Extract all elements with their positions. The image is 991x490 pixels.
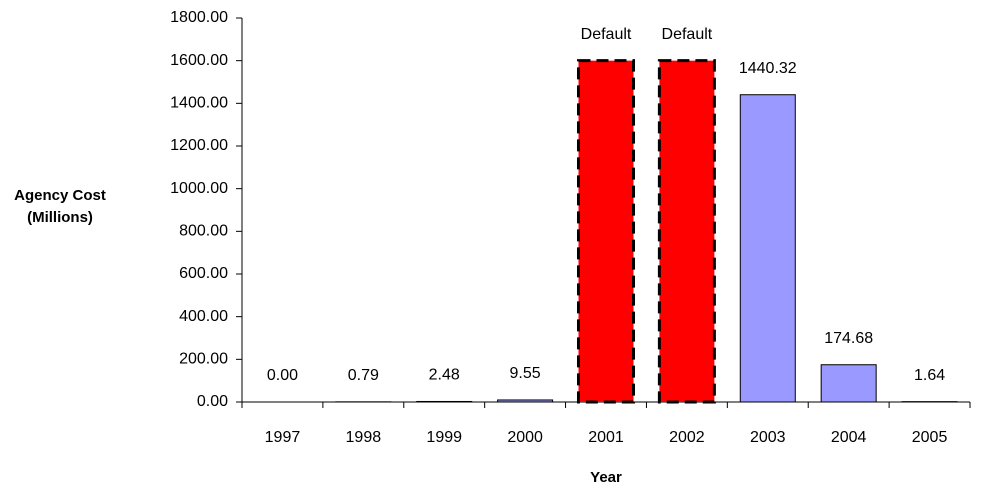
x-tick-label: 2004 [831, 429, 867, 446]
x-tick-label: 2001 [588, 429, 624, 446]
x-tick-label: 1997 [265, 429, 301, 446]
x-tick-label: 2002 [669, 429, 705, 446]
x-tick-label: 2005 [912, 429, 948, 446]
y-tick-label: 1600.00 [170, 52, 228, 69]
value-label: 174.68 [824, 330, 873, 347]
bar [576, 59, 636, 404]
bar [739, 94, 796, 403]
y-tick-label: 1200.00 [170, 137, 228, 154]
x-axis-title: Year [590, 469, 622, 486]
x-tick-label: 2003 [750, 429, 786, 446]
bar [497, 399, 554, 403]
value-label: 1.64 [914, 367, 945, 384]
y-tick-label: 1000.00 [170, 180, 228, 197]
bar [657, 59, 716, 404]
y-tick-label: 400.00 [179, 308, 228, 325]
y-tick-label: 600.00 [179, 265, 228, 282]
value-label: Default [662, 26, 713, 43]
y-tick-label: 800.00 [179, 223, 228, 240]
value-label: 1440.32 [739, 60, 797, 77]
value-label: Default [581, 26, 632, 43]
y-axis-title: Agency Cost (Millions) [14, 187, 106, 226]
x-tick-label: 1999 [426, 429, 462, 446]
bar [820, 364, 877, 403]
y-tick-label: 1400.00 [170, 95, 228, 112]
bar [416, 400, 473, 403]
value-label: 2.48 [429, 367, 460, 384]
value-label: 9.55 [510, 365, 541, 382]
y-tick-label: 1800.00 [170, 9, 228, 26]
x-tick-label: 2000 [507, 429, 543, 446]
value-label: 0.00 [267, 367, 298, 384]
y-tick-label: 200.00 [179, 351, 228, 368]
x-tick-label: 1998 [346, 429, 382, 446]
value-label: 0.79 [348, 367, 379, 384]
y-tick-label: 0.00 [197, 393, 228, 410]
